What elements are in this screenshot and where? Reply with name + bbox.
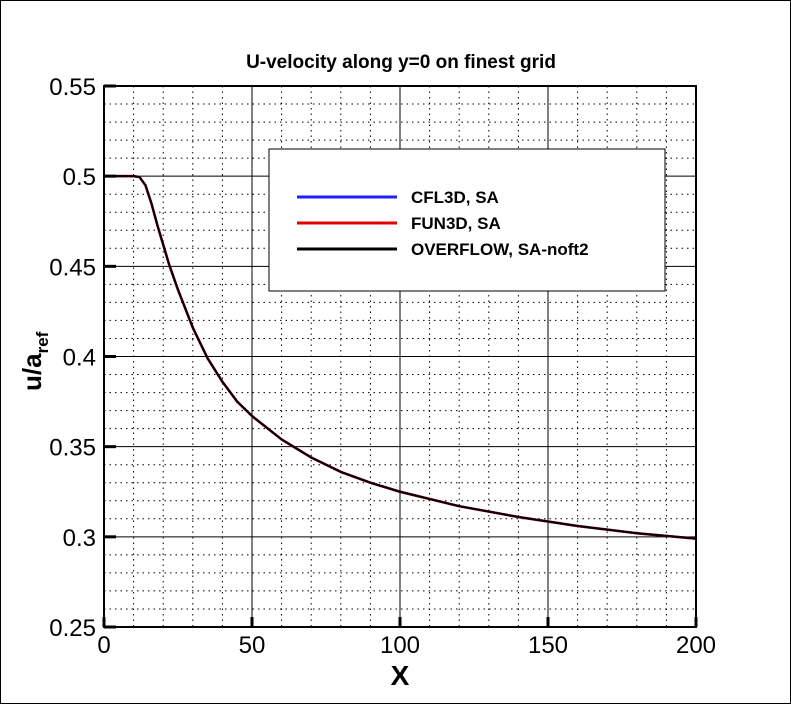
y-axis-label: u/aref [17,331,52,391]
y-tick-label: 0.55 [49,74,96,101]
y-tick-label: 0.25 [49,615,96,642]
y-tick-label: 0.3 [63,525,96,552]
y-axis-label-main: u/a [17,353,47,391]
legend: CFL3D, SA FUN3D, SA OVERFLOW, SA-noft2 [268,148,666,292]
x-axis-label: X [391,660,410,691]
x-tick-label: 0 [97,632,110,659]
chart-title: U-velocity along y=0 on finest grid [246,52,556,73]
series-line-3 [104,175,697,540]
y-axis-label-sub: ref [33,331,52,353]
x-tick-label: 100 [380,632,420,659]
x-tick-label: 200 [676,632,716,659]
x-tick-label: 150 [528,632,568,659]
svg-text:u/aref: u/aref [17,331,52,391]
y-tick-label: 0.45 [49,254,96,281]
y-tick-label: 0.35 [49,435,96,462]
legend-label-3: OVERFLOW, SA-noft2 [411,240,589,259]
y-tick-label: 0.4 [63,345,96,372]
legend-label-1: CFL3D, SA [411,188,499,207]
y-tick-label: 0.5 [63,164,96,191]
x-tick-label: 50 [239,632,266,659]
legend-label-2: FUN3D, SA [411,214,501,233]
